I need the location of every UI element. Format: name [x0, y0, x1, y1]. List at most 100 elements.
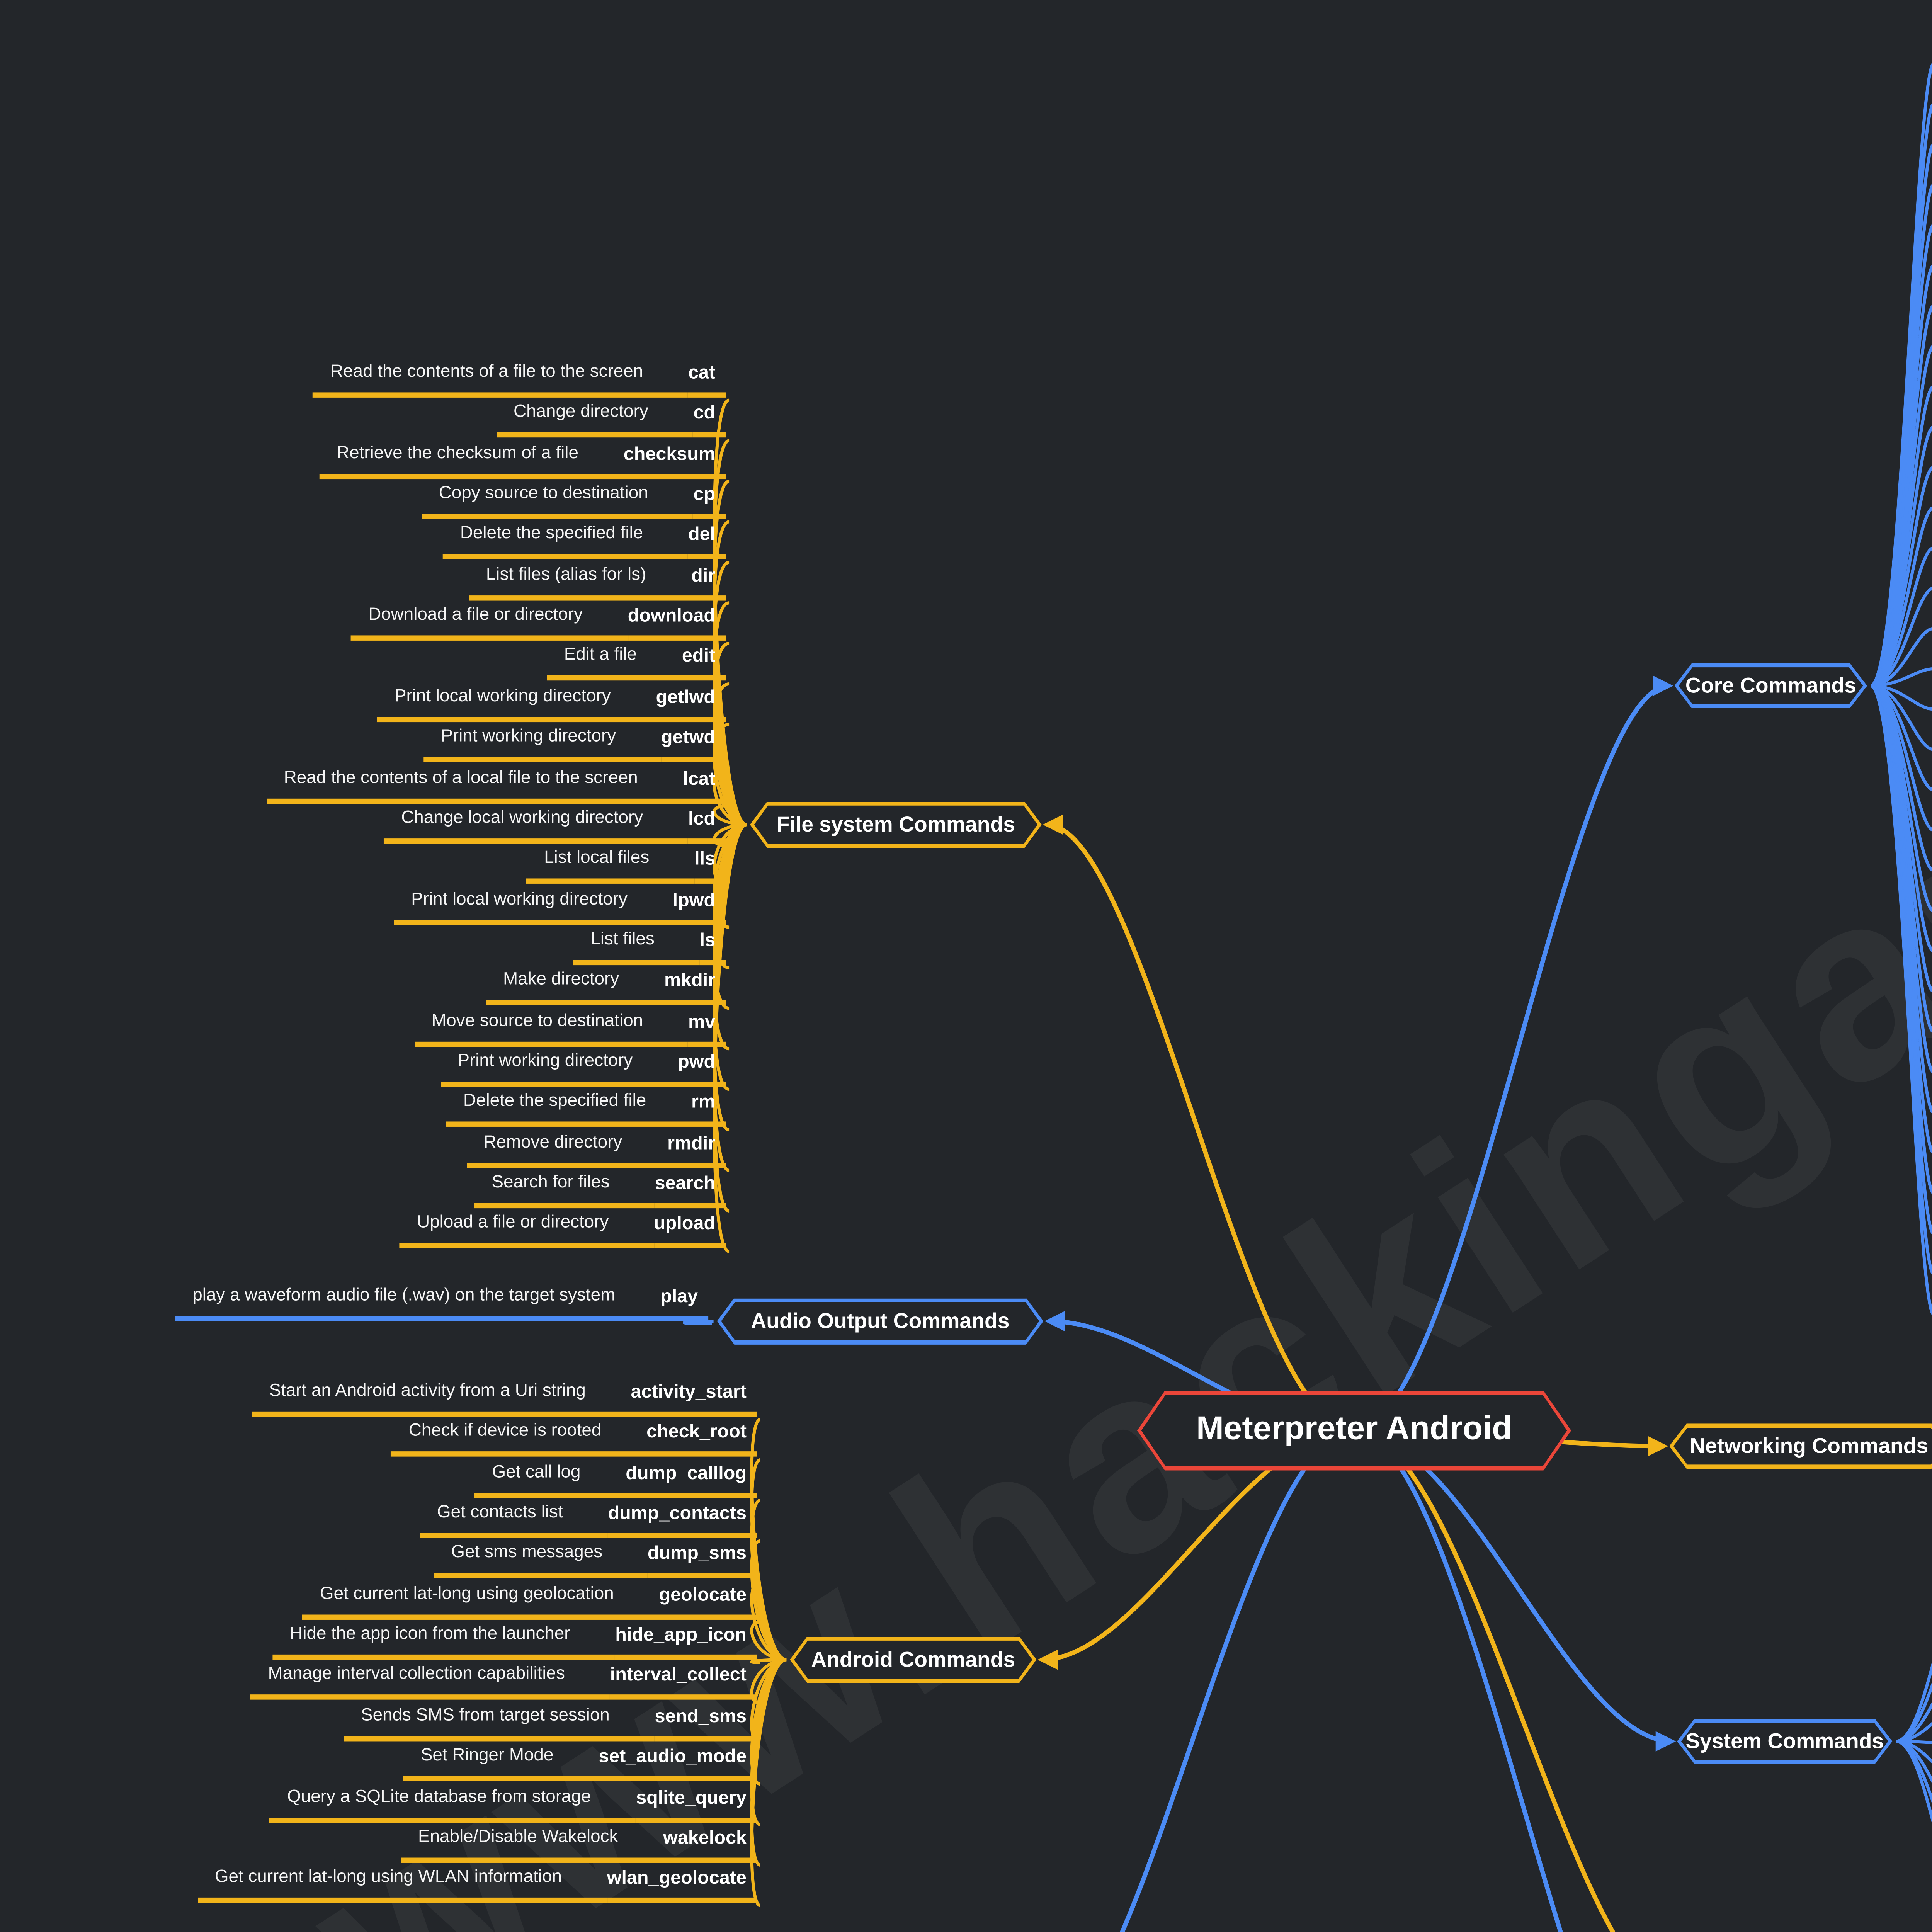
command-name: dump_contacts — [608, 1502, 757, 1539]
command-item: Print working directory pwd — [440, 1050, 726, 1087]
command-item: List local files lls — [527, 847, 726, 884]
command-name: getwd — [661, 726, 726, 763]
command-description: Move source to destination — [414, 1010, 688, 1046]
command-description: Delete the specified file — [446, 1091, 692, 1128]
command-description: Set Ringer Mode — [403, 1745, 599, 1782]
command-item: play a waveform audio file (.wav) on the… — [175, 1285, 709, 1321]
command-item: Remove directory rmdir — [466, 1131, 726, 1168]
command-item: Delete the specified file del — [442, 523, 726, 560]
command-description: Get contacts list — [420, 1502, 608, 1539]
command-name: check_root — [646, 1421, 757, 1458]
command-item: Print local working directory getlwd — [377, 685, 726, 722]
command-item: Get contacts list dump_contacts — [420, 1502, 757, 1539]
branch-node-audio: Audio Output Commands — [717, 1298, 1044, 1345]
command-item: Search for files search — [474, 1172, 726, 1209]
command-item: List files ls — [573, 929, 726, 965]
command-name: search — [655, 1172, 726, 1209]
command-item: Delete the specified file rm — [446, 1091, 726, 1128]
branch-node-net: Networking Commands — [1669, 1423, 1932, 1469]
command-name: upload — [654, 1213, 726, 1249]
command-item: Query a SQLite database from storage sqli… — [270, 1786, 757, 1822]
command-name: sqlite_query — [636, 1786, 757, 1822]
command-item: Get current lat-long using geolocation ge… — [302, 1583, 757, 1619]
command-name: geolocate — [659, 1583, 757, 1619]
command-name: rm — [691, 1091, 726, 1128]
command-description: Print working directory — [440, 1050, 678, 1087]
command-name: ls — [699, 929, 726, 965]
command-name: lcat — [683, 767, 726, 803]
command-name: dump_sms — [647, 1543, 757, 1579]
command-description: Print local working directory — [377, 685, 656, 722]
command-description: Get call log — [474, 1461, 626, 1498]
command-description: List files — [573, 929, 700, 965]
command-description: Upload a file or directory — [400, 1213, 654, 1249]
command-description: Enable/Disable Wakelock — [401, 1826, 663, 1863]
command-name: lpwd — [672, 888, 726, 925]
command-name: checksum — [623, 442, 726, 479]
branch-node-audio-label: Audio Output Commands — [751, 1309, 1010, 1333]
command-item: Enable/Disable Wakelock wakelock — [401, 1826, 757, 1863]
command-item: Get call log dump_calllog — [474, 1461, 757, 1498]
command-item: Hide the app icon from the launcher hide_… — [272, 1623, 757, 1660]
command-description: Start an Android activity from a Uri str… — [252, 1380, 631, 1417]
command-item: Read the contents of a local file to the… — [266, 767, 726, 803]
command-item: Start an Android activity from a Uri str… — [252, 1380, 757, 1417]
command-name: send_sms — [655, 1704, 757, 1741]
command-name: edit — [682, 645, 726, 682]
command-name: lcd — [688, 807, 726, 844]
command-description: play a waveform audio file (.wav) on the… — [175, 1285, 661, 1321]
command-description: Change directory — [496, 401, 694, 438]
command-name: del — [688, 523, 726, 560]
command-item: Set Ringer Mode set_audio_mode — [403, 1745, 757, 1782]
command-name: hide_app_icon — [615, 1623, 757, 1660]
branch-node-core-label: Core Commands — [1685, 673, 1856, 698]
command-name: getlwd — [656, 685, 726, 722]
branch-node-android: Android Commands — [790, 1636, 1036, 1683]
command-name: cp — [693, 483, 726, 519]
command-description: Copy source to destination — [421, 483, 694, 519]
command-name: mv — [688, 1010, 726, 1046]
command-description: List files (alias for ls) — [468, 564, 692, 600]
command-item: Edit a file edit — [546, 645, 726, 682]
command-name: lls — [694, 847, 726, 884]
command-name: cd — [693, 401, 726, 438]
command-description: Print local working directory — [394, 888, 673, 925]
branch-node-core: Core Commands — [1674, 663, 1867, 708]
command-item: List files (alias for ls) dir — [468, 564, 726, 600]
command-description: Retrieve the checksum of a file — [319, 442, 624, 479]
branch-node-sys-label: System Commands — [1685, 1729, 1884, 1753]
command-description: Edit a file — [546, 645, 682, 682]
command-name: wakelock — [663, 1826, 757, 1863]
command-description: Delete the specified file — [442, 523, 688, 560]
center-title-node: Meterpreter Android — [1137, 1391, 1571, 1471]
command-description: Manage interval collection capabilities — [250, 1664, 610, 1701]
command-name: pwd — [678, 1050, 726, 1087]
command-item: Upload a file or directory upload — [400, 1213, 726, 1249]
command-description: Sends SMS from target session — [344, 1704, 655, 1741]
command-item: Check if device is rooted check_root — [391, 1421, 757, 1458]
command-item: Manage interval collection capabilities i… — [250, 1664, 757, 1701]
command-description: Read the contents of a local file to the… — [266, 767, 683, 803]
command-name: download — [628, 604, 726, 641]
command-item: Print local working directory lpwd — [394, 888, 726, 925]
command-item: Change directory cd — [496, 401, 726, 438]
command-item: Copy source to destination cp — [421, 483, 726, 519]
command-description: List local files — [527, 847, 695, 884]
branch-node-net-label: Networking Commands — [1690, 1434, 1929, 1459]
command-item: Change local working directory lcd — [384, 807, 726, 844]
command-item: Sends SMS from target session send_sms — [344, 1704, 757, 1741]
command-item: Make directory mkdir — [486, 969, 726, 1006]
command-name: play — [660, 1285, 709, 1321]
command-item: Download a file or directory download — [351, 604, 726, 641]
command-description: Get sms messages — [434, 1543, 648, 1579]
command-name: activity_start — [631, 1380, 757, 1417]
command-name: set_audio_mode — [599, 1745, 757, 1782]
command-name: cat — [688, 361, 726, 398]
command-item: Get current lat-long using WLAN informat… — [197, 1867, 757, 1903]
command-item: Get sms messages dump_sms — [434, 1543, 757, 1579]
command-description: Download a file or directory — [351, 604, 628, 641]
command-name: mkdir — [664, 969, 726, 1006]
command-name: interval_collect — [610, 1664, 757, 1701]
